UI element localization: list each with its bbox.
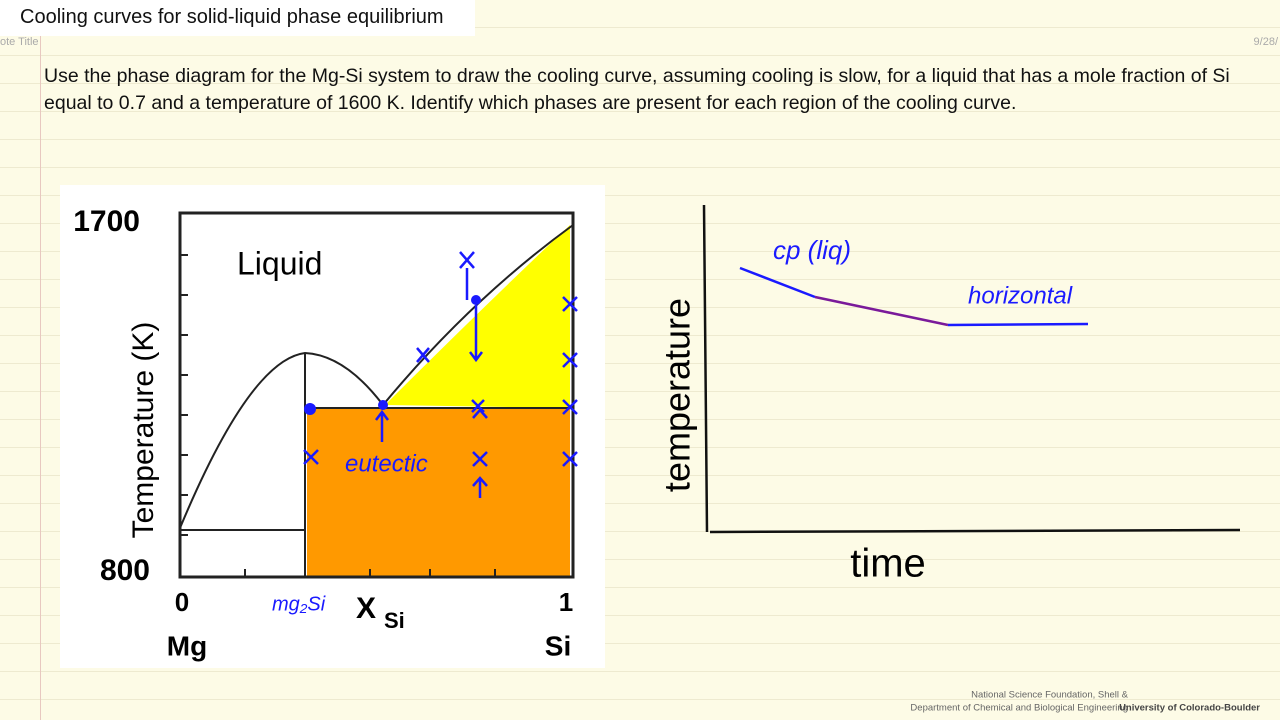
margin-line bbox=[40, 0, 41, 720]
cooling-y-label: temperature bbox=[657, 298, 698, 492]
problem-text: Use the phase diagram for the Mg-Si syst… bbox=[44, 65, 1230, 114]
phase-lines bbox=[178, 211, 575, 579]
date: 9/28/ bbox=[1253, 36, 1278, 48]
compound-annotation: mg₂Si bbox=[272, 593, 326, 615]
liquid-segment bbox=[739, 266, 816, 299]
blue-marks bbox=[303, 251, 578, 498]
x-left-name: Mg bbox=[167, 630, 207, 661]
blue-dots bbox=[304, 295, 481, 415]
eutectic-annotation: eutectic bbox=[345, 450, 428, 477]
footer-line1: National Science Foundation, Shell & bbox=[971, 690, 1129, 701]
cooling-axes bbox=[702, 204, 1241, 534]
two-phase-segment bbox=[814, 295, 949, 327]
x-right-name: Si bbox=[545, 630, 571, 661]
plateau-label: horizontal bbox=[968, 282, 1073, 309]
x-right: 1 bbox=[559, 587, 573, 617]
footer-university: University of Colorado-Boulder bbox=[1119, 703, 1260, 714]
y-top: 1700 bbox=[73, 205, 140, 238]
y-axis-label: Temperature (K) bbox=[127, 322, 160, 539]
plateau-segment bbox=[947, 322, 1089, 327]
region-label: Liquid bbox=[237, 245, 322, 281]
y-bottom: 800 bbox=[100, 554, 150, 587]
x-left: 0 bbox=[175, 587, 189, 617]
yellow-region bbox=[385, 225, 570, 408]
page-label: ote Title bbox=[0, 36, 39, 48]
liquid-label: cp (liq) bbox=[773, 235, 851, 265]
header-title: Cooling curves for solid-liquid phase eq… bbox=[20, 6, 444, 28]
x-axis-subscript: Si bbox=[384, 608, 405, 633]
x-axis-symbol: X bbox=[356, 592, 376, 625]
title-box: Cooling curves for solid-liquid phase eq… bbox=[0, 0, 475, 36]
orange-region bbox=[307, 408, 570, 577]
footer-line2: Department of Chemical and Biological En… bbox=[910, 703, 1128, 714]
cooling-x-label: time bbox=[850, 542, 926, 586]
